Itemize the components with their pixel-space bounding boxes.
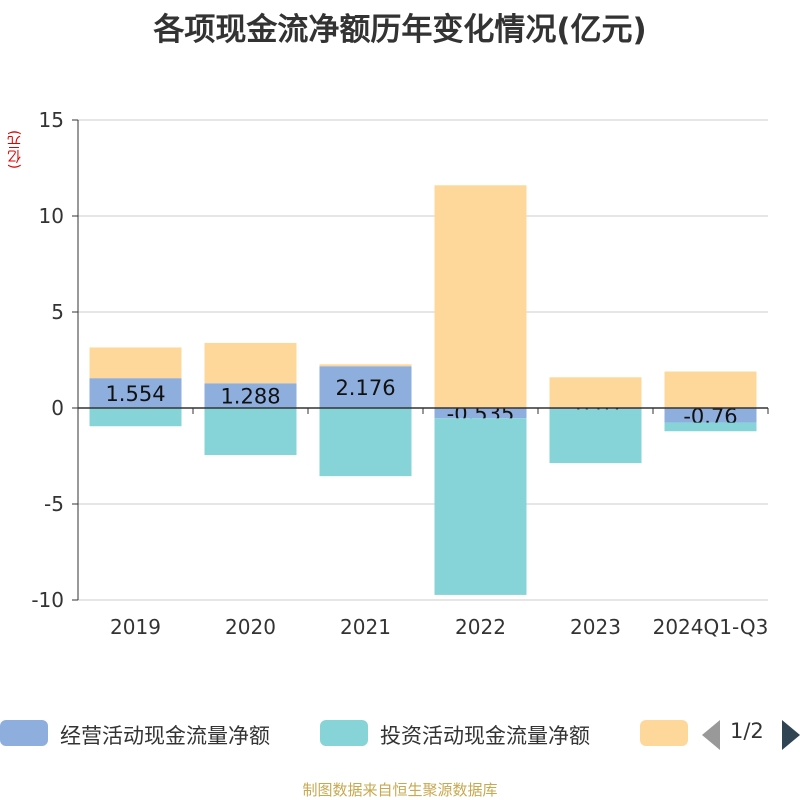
bar-series2-2021 [319, 364, 412, 367]
legend-swatch-investing [320, 720, 368, 746]
legend-swatch-financing [640, 720, 688, 746]
bar-series2-2024Q1-Q3 [664, 371, 757, 408]
x-tick-label: 2019 [110, 615, 161, 639]
bar-series2-2022 [434, 185, 527, 408]
x-tick-label: 2023 [570, 615, 621, 639]
bar-series0-2022 [434, 408, 527, 419]
y-tick-label: 15 [39, 108, 64, 132]
x-tick-label: 2022 [455, 615, 506, 639]
legend-next-page-icon[interactable] [782, 720, 800, 750]
bar-series0-2019 [89, 378, 182, 408]
chart-title: 各项现金流净额历年变化情况(亿元) [153, 12, 647, 48]
legend-page-indicator: 1/2 [730, 719, 764, 743]
legend-swatch-operating [0, 720, 48, 746]
data-label: 2.176 [335, 376, 395, 400]
legend-prev-page-icon[interactable] [702, 720, 720, 750]
legend-label-investing: 投资活动现金流量净额 [380, 724, 590, 748]
x-tick-label: 2020 [225, 615, 276, 639]
bar-series1-2021 [319, 408, 412, 477]
data-label: 1.554 [105, 382, 165, 406]
x-tick-label: 2024Q1-Q3 [653, 615, 769, 639]
legend-label-operating: 经营活动现金流量净额 [60, 724, 270, 748]
y-tick-label: 5 [51, 300, 64, 324]
bar-series2-2019 [89, 347, 182, 379]
bar-series1-2019 [89, 408, 182, 427]
bar-series1-2022 [434, 418, 527, 595]
bar-series0-2020 [204, 383, 297, 408]
y-tick-label: -10 [31, 588, 64, 612]
y-tick-label: 0 [51, 396, 64, 420]
legend: 经营活动现金流量净额 投资活动现金流量净额 1/2 [0, 714, 800, 754]
bar-series0-2024Q1-Q3 [664, 408, 757, 423]
data-label: 1.288 [220, 385, 280, 409]
bar-series2-2023 [549, 377, 642, 408]
bar-series1-2020 [204, 408, 297, 456]
x-tick-label: 2021 [340, 615, 391, 639]
y-tick-label: -5 [44, 492, 64, 516]
chart-canvas: -10-50510151.5541.2882.176-0.535-0.07-0.… [31, 108, 769, 639]
bar-series1-2024Q1-Q3 [664, 422, 757, 432]
source-note: 制图数据来自恒生聚源数据库 [302, 781, 498, 799]
bar-series0-2021 [319, 366, 412, 408]
y-tick-label: 10 [39, 204, 64, 228]
bar-series1-2023 [549, 409, 642, 464]
bar-series2-2020 [204, 342, 297, 384]
